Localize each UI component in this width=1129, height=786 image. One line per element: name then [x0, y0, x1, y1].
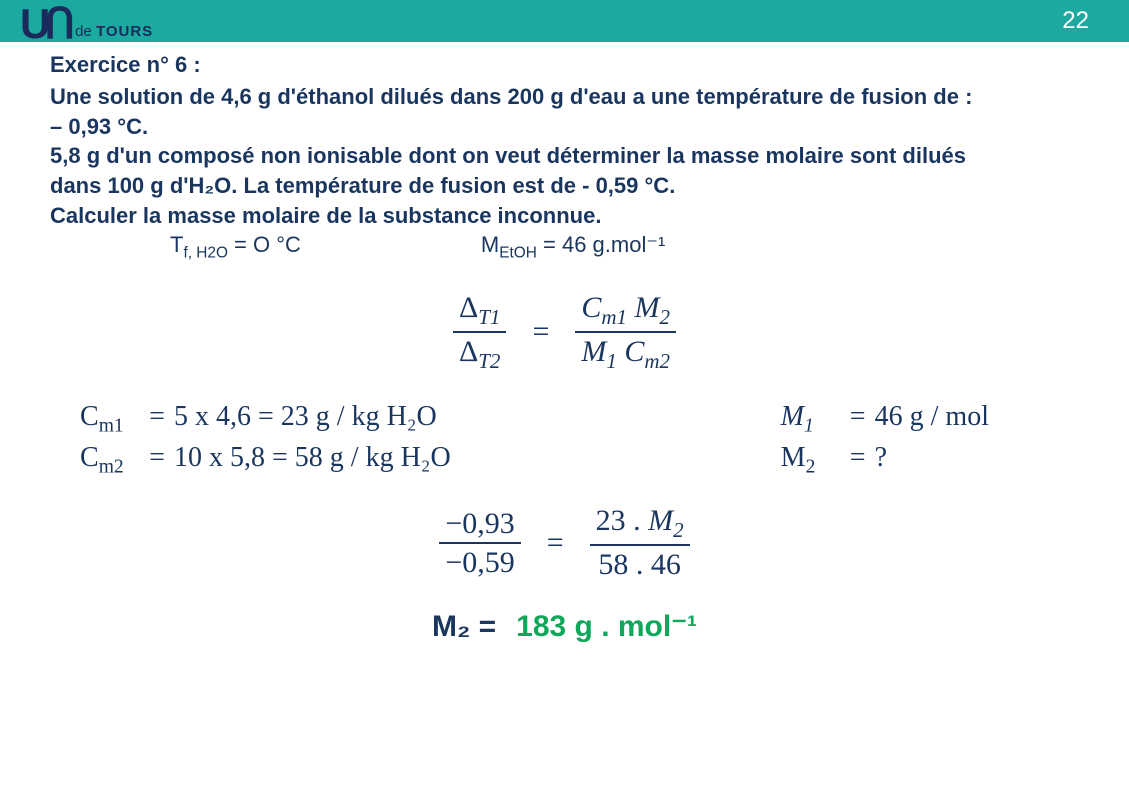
calc-cm2: Cm2 = 10 x 5,8 = 58 g / kg H₂O [80, 442, 451, 479]
calc-cm1: Cm1 = 5 x 4,6 = 23 g / kg H₂O [80, 401, 451, 438]
logo-text: université de TOURS [75, 10, 153, 39]
formula-main: ΔT1 ΔT2 = Cm1 M2 M1 Cm2 [50, 291, 1079, 373]
formula-lhs: ΔT1 ΔT2 [453, 291, 506, 373]
exercise-line: 5,8 g d'un composé non ionisable dont on… [50, 141, 1079, 171]
calc-m1: M1 = 46 g / mol [781, 401, 989, 438]
exercise-line: – 0,93 °C. [50, 112, 1079, 142]
exercise-line: Une solution de 4,6 g d'éthanol dilués d… [50, 82, 1079, 112]
given-metoh: MEtOH = 46 g.mol⁻¹ [481, 232, 665, 262]
logo-mark: UՈ [20, 3, 69, 45]
result: M₂ = 183 g . mol⁻¹ [50, 609, 1079, 644]
formula-numeric: −0,93 −0,59 = 23 . M2 58 . 46 [50, 504, 1079, 581]
exercise-body: Une solution de 4,6 g d'éthanol dilués d… [50, 82, 1079, 230]
equals-sign: = [547, 526, 564, 560]
given-data-row: Tf, H2O = O °C MEtOH = 46 g.mol⁻¹ [50, 232, 1079, 262]
logo-line2: de TOURS [75, 24, 153, 39]
header-bar: 22 [0, 0, 1129, 42]
page-number: 22 [1062, 7, 1089, 35]
formula-rhs: Cm1 M2 M1 Cm2 [575, 291, 676, 373]
result-value: 183 g . mol⁻¹ [516, 609, 697, 644]
calc-block: Cm1 = 5 x 4,6 = 23 g / kg H₂O Cm2 = 10 x… [50, 401, 1079, 478]
exercise-line: dans 100 g d'H₂O. La température de fusi… [50, 171, 1079, 201]
exercise-title: Exercice n° 6 : [50, 52, 1079, 78]
formula-num-rhs: 23 . M2 58 . 46 [590, 504, 690, 581]
calc-left-col: Cm1 = 5 x 4,6 = 23 g / kg H₂O Cm2 = 10 x… [80, 401, 451, 478]
given-tf: Tf, H2O = O °C [170, 232, 301, 262]
calc-right-col: M1 = 46 g / mol M2 = ? [781, 401, 1069, 478]
equals-sign: = [532, 315, 549, 349]
logo: UՈ université de TOURS [20, 0, 153, 48]
calc-m2: M2 = ? [781, 442, 989, 479]
logo-line1: université [75, 10, 153, 24]
formula-num-lhs: −0,93 −0,59 [439, 507, 520, 579]
content: Exercice n° 6 : Une solution de 4,6 g d'… [0, 42, 1129, 644]
exercise-line: Calculer la masse molaire de la substanc… [50, 201, 1079, 231]
result-lhs: M₂ = [432, 610, 496, 644]
